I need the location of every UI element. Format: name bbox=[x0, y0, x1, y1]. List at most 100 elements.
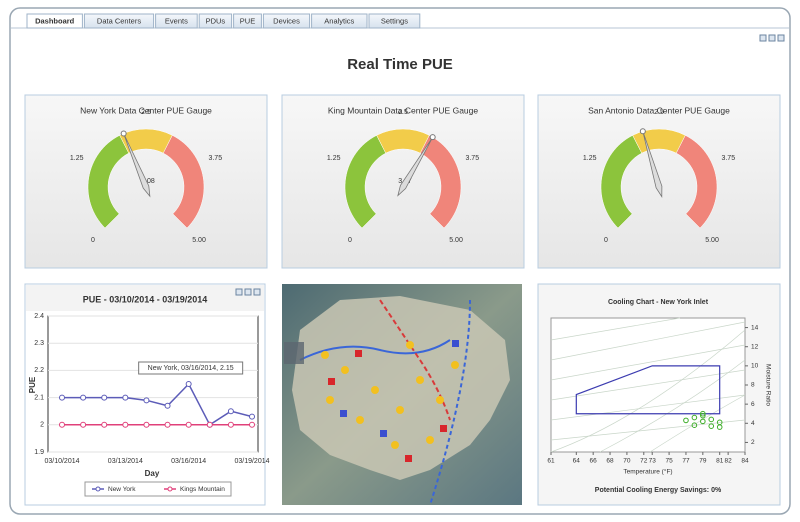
series-point bbox=[80, 421, 87, 428]
front bbox=[429, 299, 471, 506]
toolbar-icons bbox=[759, 34, 785, 42]
x-tick-label: 68 bbox=[606, 458, 614, 465]
legend-box bbox=[84, 481, 232, 497]
gauge-tick-label: 0 bbox=[604, 237, 608, 244]
tab-label[interactable]: Dashboard bbox=[35, 16, 75, 25]
series-point bbox=[59, 394, 65, 401]
series-point bbox=[101, 394, 108, 401]
series-point bbox=[80, 394, 87, 401]
series-line bbox=[62, 382, 253, 426]
gauge-band bbox=[675, 134, 718, 229]
chart-title: Cooling Chart - New York Inlet bbox=[608, 299, 709, 306]
y-tick-label: 2.1 bbox=[34, 394, 44, 401]
tab[interactable] bbox=[83, 13, 155, 29]
gauge-needle-tip bbox=[120, 130, 127, 137]
x-tick-label: 61 bbox=[547, 458, 555, 465]
icon[interactable] bbox=[253, 288, 261, 296]
tab-label[interactable]: Settings bbox=[381, 16, 408, 25]
footer: Potential Cooling Energy Savings: 0% bbox=[595, 487, 722, 494]
panel-header bbox=[26, 285, 264, 311]
gauge-band bbox=[162, 134, 205, 229]
gauge-tick-label: 0 bbox=[348, 237, 352, 244]
x-tick-label: 64 bbox=[573, 458, 581, 465]
gauge-tick-label: 3.75 bbox=[465, 155, 479, 162]
comfort-envelope bbox=[575, 365, 721, 415]
y-tick-label: 14 bbox=[751, 324, 759, 331]
series-point bbox=[185, 381, 192, 387]
icon[interactable] bbox=[235, 288, 243, 296]
x-tick-label: 75 bbox=[665, 458, 673, 465]
y-axis-label: PUE bbox=[28, 376, 37, 393]
pressure-lows bbox=[328, 350, 447, 462]
gauge-title: New York Data Center PUE Gauge bbox=[80, 105, 212, 115]
icon[interactable] bbox=[759, 34, 767, 42]
weather-icons bbox=[321, 341, 459, 449]
tab[interactable] bbox=[26, 13, 83, 29]
y-tick-label: 2.4 bbox=[34, 313, 44, 320]
series-point bbox=[206, 421, 213, 428]
y-tick-label: 8 bbox=[751, 382, 755, 389]
series-point bbox=[122, 394, 129, 401]
tab-label[interactable]: Devices bbox=[273, 16, 300, 25]
y-axis-label: Moisture Ratio bbox=[764, 364, 771, 406]
gauge-band bbox=[419, 134, 462, 229]
series-point bbox=[249, 421, 255, 428]
reading-point bbox=[700, 412, 706, 419]
x-tick-label: 03/10/2014 bbox=[44, 458, 79, 465]
gauge-tick-label: 3.75 bbox=[721, 155, 735, 162]
y-tick-label: 10 bbox=[751, 363, 759, 370]
tab[interactable] bbox=[155, 13, 198, 29]
weather-map bbox=[282, 284, 522, 506]
x-tick-label: 84 bbox=[741, 458, 749, 465]
tab-label[interactable]: Events bbox=[165, 16, 188, 25]
gauge-needle-tip bbox=[429, 134, 436, 141]
series-point bbox=[101, 421, 108, 428]
tab-label[interactable]: PUE bbox=[240, 16, 255, 25]
tab[interactable] bbox=[262, 13, 311, 29]
tab[interactable] bbox=[368, 13, 421, 29]
series-point bbox=[143, 421, 150, 428]
y-tick-label: 2.2 bbox=[34, 367, 44, 374]
y-tick-label: 6 bbox=[751, 401, 755, 408]
gauge-tick-label: 5.00 bbox=[705, 237, 719, 244]
tab[interactable] bbox=[311, 13, 368, 29]
gauge-tick-label: 0 bbox=[91, 237, 95, 244]
gauge-title: San Antonio Data Center PUE Gauge bbox=[588, 105, 730, 115]
series-point bbox=[185, 421, 192, 428]
x-tick-label: 77 bbox=[682, 458, 690, 465]
y-tick-label: 2.3 bbox=[34, 340, 44, 347]
x-tick-label: 81 bbox=[716, 458, 724, 465]
pressure-highs bbox=[340, 340, 459, 437]
tab[interactable] bbox=[233, 13, 262, 29]
tab[interactable] bbox=[198, 13, 233, 29]
tab-label[interactable]: Data Centers bbox=[97, 16, 141, 25]
tab-label[interactable]: Analytics bbox=[324, 16, 354, 25]
reading-point bbox=[700, 418, 706, 425]
y-tick-label: 2 bbox=[40, 422, 44, 429]
legend-marker bbox=[95, 486, 101, 492]
gauge-needle bbox=[123, 133, 151, 198]
icon[interactable] bbox=[768, 34, 776, 42]
icon[interactable] bbox=[244, 288, 252, 296]
tab-label[interactable]: PDUs bbox=[206, 16, 226, 25]
gauge-title: King Mountain Data Center PUE Gauge bbox=[328, 105, 479, 115]
reading-point bbox=[683, 417, 689, 424]
y-tick-label: 1.9 bbox=[34, 449, 44, 456]
reading-point bbox=[708, 423, 715, 429]
y-tick-label: 12 bbox=[751, 343, 759, 350]
map-controls[interactable] bbox=[284, 342, 304, 364]
legend-label: Kings Mountain bbox=[180, 486, 225, 493]
gauge-tick-label: 5.00 bbox=[192, 237, 206, 244]
series-point bbox=[164, 402, 171, 409]
x-tick-label: 79 bbox=[699, 458, 707, 465]
y-tick-label: 2 bbox=[751, 439, 755, 446]
gauge-tick-label: 2.5 bbox=[141, 109, 151, 116]
line-chart: PUE - 03/10/2014 - 03/19/2014 1.9 2 2.1 2.2 2… bbox=[24, 283, 270, 506]
series-point bbox=[249, 413, 255, 420]
icon[interactable] bbox=[777, 34, 785, 42]
gauges: New York Data Center PUE Gauge 0 1.25 2.5 3.… bbox=[24, 94, 781, 269]
x-axis-label: Temperature (°F) bbox=[623, 468, 672, 476]
legend-marker bbox=[167, 486, 173, 492]
